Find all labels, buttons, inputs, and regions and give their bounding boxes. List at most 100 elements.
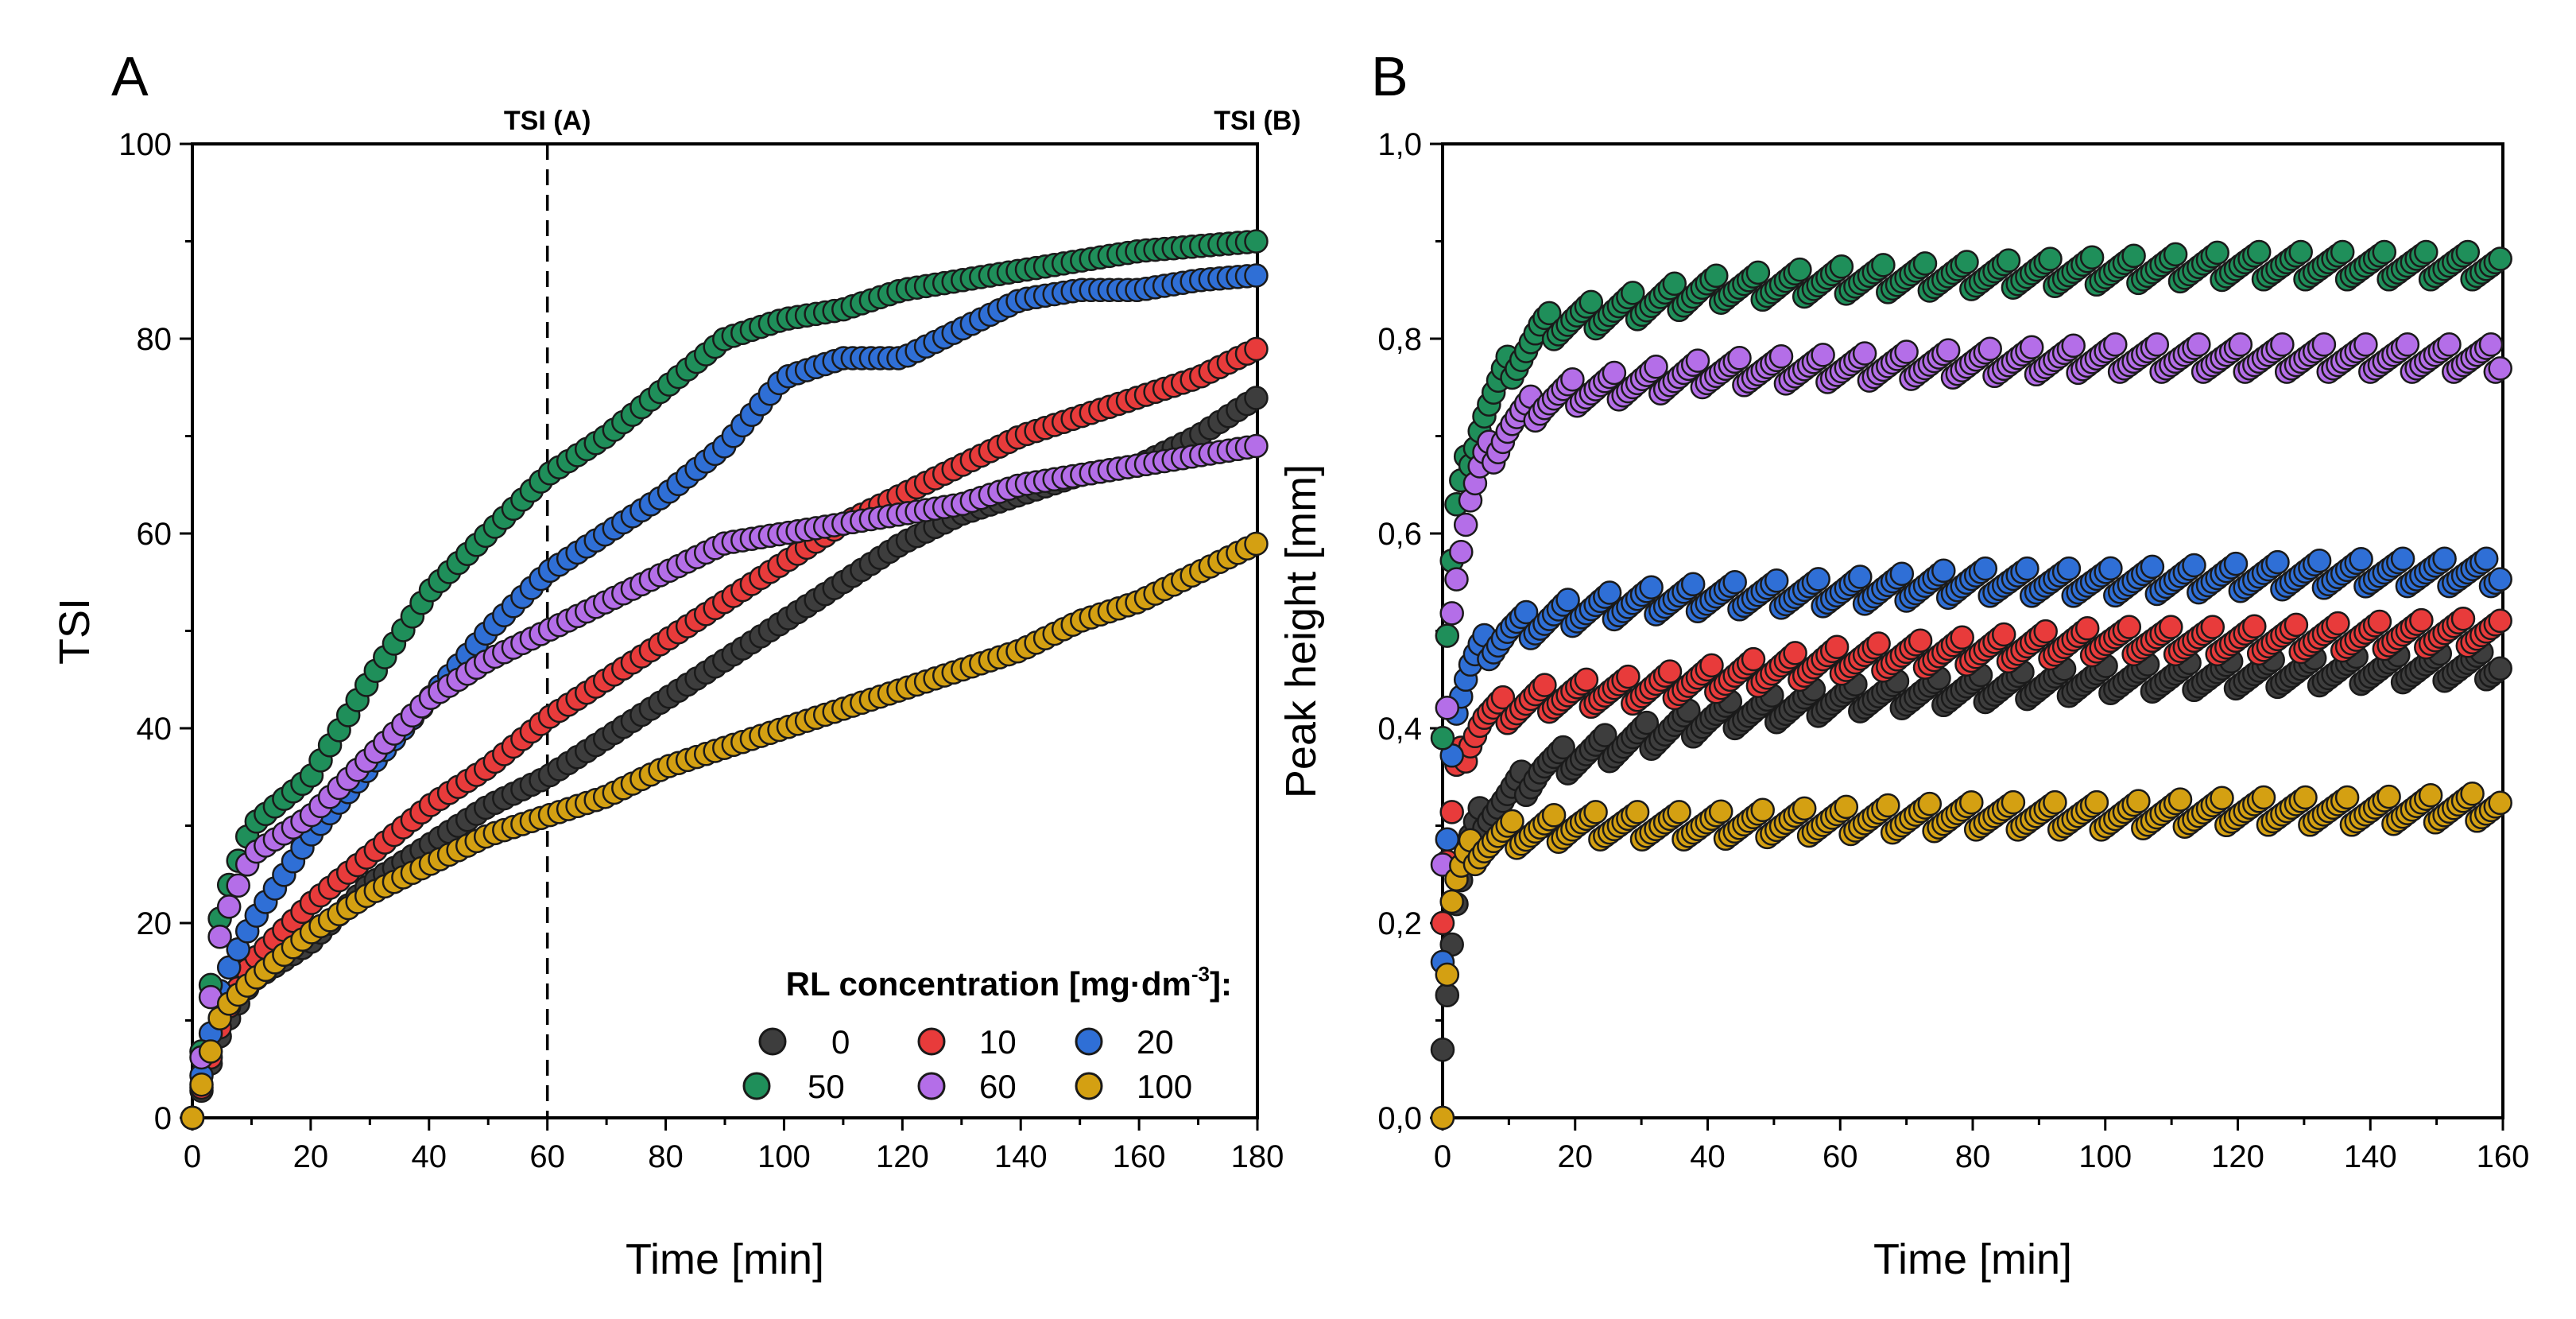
panel-b-data-point <box>2330 239 2355 265</box>
panel-b-data-point <box>2038 246 2063 271</box>
panel-a-y-tick-label: 100 <box>118 127 172 162</box>
panel-a-x-tick-label: 100 <box>757 1139 811 1174</box>
legend-title: RL concentration [mg·dm-3]: <box>786 962 1232 1003</box>
panel-a-series-20 <box>180 263 1269 1131</box>
panel-b-data-point <box>2265 549 2290 575</box>
panel-b-data-point <box>1704 263 1729 289</box>
panel-b-data-point <box>2228 332 2253 357</box>
panel-a-data-point <box>216 894 242 919</box>
panel-a-x-axis-label: Time [min] <box>626 1236 824 1283</box>
legend-label-4: 60 <box>979 1068 1017 1105</box>
panel-b-y-axis-label: Peak height [mm] <box>1277 464 1325 798</box>
panel-b-data-point <box>1866 631 1891 656</box>
panel-b-data-point <box>2455 239 2481 265</box>
panel-b-data-point <box>2140 554 2165 580</box>
panel-b-data-point <box>2056 556 2082 581</box>
panel-b-data-point <box>1597 580 1622 605</box>
legend-title-suffix: ]: <box>1210 965 1232 1003</box>
panel-b-data-point <box>2033 619 2058 644</box>
panel-b-data-point <box>1513 599 1539 625</box>
panel-b-data-point <box>1917 791 1943 817</box>
panel-b-data-point <box>2432 546 2457 572</box>
legend-title-main: RL concentration [mg·dm <box>786 965 1191 1003</box>
panel-a-data-point <box>1244 433 1269 459</box>
panel-a-x-tick-label: 120 <box>876 1139 929 1174</box>
panel-b-series-0 <box>1430 639 2512 1062</box>
panel-b-data-point <box>2409 607 2434 633</box>
panel-a-data-point <box>180 1105 205 1131</box>
panel-b-x-tick-label: 0 <box>1434 1139 1451 1174</box>
panel-b-y-tick-label: 0,6 <box>1377 517 1422 552</box>
panel-b-data-point <box>2288 239 2313 265</box>
panel-b-data-point <box>2223 551 2249 576</box>
panel-b-data-point <box>2144 332 2170 357</box>
panel-b-data-point <box>1824 634 1850 659</box>
panel-b-data-point <box>1959 789 1984 815</box>
legend-marker-0 <box>758 1027 787 1056</box>
panel-b-data-point <box>1745 260 1771 285</box>
panel-b-data-point <box>2437 332 2462 357</box>
panel-a-y-tick-label: 0 <box>154 1101 172 1136</box>
panel-b-data-point <box>2460 782 2485 806</box>
legend-title-superscript: -3 <box>1191 962 1210 986</box>
panel-b-data-point <box>1541 803 1567 828</box>
panel-b-data-point <box>2395 332 2420 357</box>
panel-b-data-point <box>2488 356 2512 381</box>
panel-b-data-point <box>1574 667 1599 692</box>
panel-b-data-point <box>2450 606 2476 631</box>
panel-b-x-axis-label: Time [min] <box>1873 1236 2072 1283</box>
panel-b-data-point <box>1579 289 1604 315</box>
panel-b-data-point <box>1912 251 1938 276</box>
panel-b-data-point <box>2326 611 2350 636</box>
panel-b-data-point <box>1788 257 1812 282</box>
panel-a-data-point <box>1244 229 1269 254</box>
panel-b-y-tick-label: 0,8 <box>1377 322 1422 357</box>
panel-b-data-point <box>2334 785 2360 810</box>
panel-b-data-point <box>2015 556 2039 581</box>
legend: RL concentration [mg·dm-3]: 0 10 20 50 6… <box>742 962 1232 1105</box>
panel-b-data-point <box>2390 546 2415 572</box>
legend-label-3: 50 <box>808 1068 845 1105</box>
panel-b-data-point <box>1783 641 1807 665</box>
panel-b-data-point <box>2001 789 2026 815</box>
panel-b-data-point <box>2270 332 2295 357</box>
legend-label-5: 100 <box>1137 1068 1192 1105</box>
panel-b-data-point <box>2488 246 2512 271</box>
panel-b-data-point <box>1834 794 1859 820</box>
panel-b-series-100 <box>1430 782 2512 1131</box>
legend-marker-3 <box>742 1072 771 1100</box>
panel-b-data-point <box>2473 546 2499 572</box>
panel-a-y-tick-label: 60 <box>137 517 172 552</box>
panel-b-axis-ticks: 0 20 40 60 80 100 120 140 160 0,0 0,2 0,4 0,6 0,8 1,0 <box>1377 127 2529 1174</box>
panel-b-x-tick-label: 140 <box>2344 1139 2397 1174</box>
panel-a-x-tick-label: 180 <box>1231 1139 1284 1174</box>
panel-b-data-point <box>1829 254 1854 279</box>
panel-b-data-point <box>1667 800 1691 824</box>
panel-b-data-point <box>2187 332 2211 357</box>
panel-b-data-point <box>1634 710 1660 735</box>
panel-b-data-point <box>2353 332 2378 357</box>
panel-a-letter: A <box>111 45 149 107</box>
reference-line-label-0: TSI (A) <box>504 106 591 136</box>
panel-b-data-point <box>1536 301 1562 326</box>
panel-b-data-point <box>1621 281 1645 305</box>
panel-b-data-point <box>1685 348 1710 373</box>
panel-b-data-point <box>1439 601 1464 626</box>
panel-b-data-point <box>1889 561 1915 586</box>
panel-a-data-point <box>226 873 250 898</box>
panel-b-data-point <box>2488 790 2512 816</box>
panel-b-series-60 <box>1430 332 2512 877</box>
panel-b-data-point <box>1722 569 1747 595</box>
panel-b-data-point <box>2103 332 2128 357</box>
panel-b-data-point <box>1852 341 1877 366</box>
panel-b-data-point <box>1639 575 1664 599</box>
panel-b-data-point <box>2488 656 2512 681</box>
panel-b-data-point <box>2246 239 2272 265</box>
panel-b-y-tick-label: 0,4 <box>1377 712 1422 747</box>
panel-b-data-point <box>1931 558 1956 584</box>
panel-a: A TSI (A) TSI (B) 0 20 40 60 80 100 120 140 160 18… <box>51 45 1301 1283</box>
panel-b-data-point <box>2311 332 2337 357</box>
panel-b-letter: B <box>1371 45 1408 107</box>
panel-b-data-point <box>2488 567 2512 592</box>
